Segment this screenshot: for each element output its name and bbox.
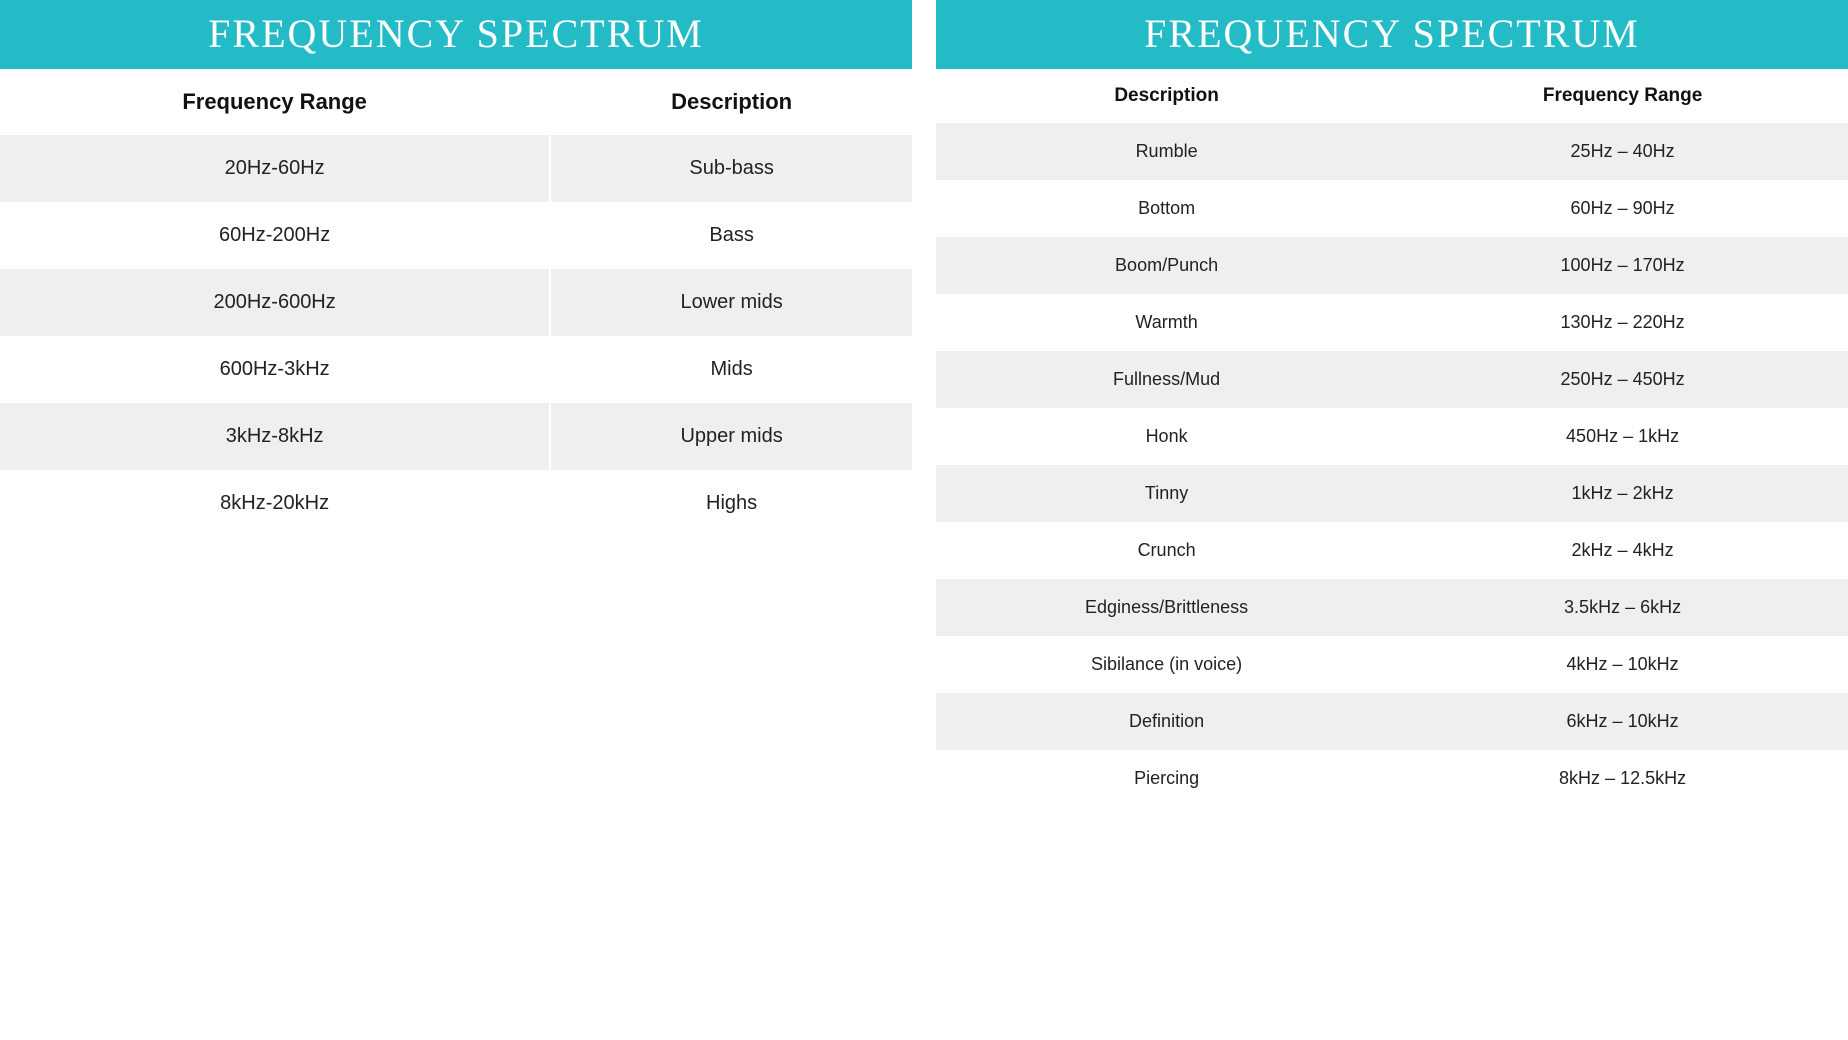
table-cell: 6kHz – 10kHz bbox=[1397, 693, 1848, 750]
table-cell: 3.5kHz – 6kHz bbox=[1397, 579, 1848, 636]
table-cell: 25Hz – 40Hz bbox=[1397, 123, 1848, 180]
table-row: Definition6kHz – 10kHz bbox=[936, 693, 1848, 750]
table-cell: Upper mids bbox=[550, 403, 912, 470]
table-header-row: Description Frequency Range bbox=[936, 69, 1848, 123]
table-row: Crunch2kHz – 4kHz bbox=[936, 522, 1848, 579]
table-row: Sibilance (in voice)4kHz – 10kHz bbox=[936, 636, 1848, 693]
left-tbody: 20Hz-60HzSub-bass60Hz-200HzBass200Hz-600… bbox=[0, 135, 912, 537]
table-cell: Definition bbox=[936, 693, 1397, 750]
table-cell: Boom/Punch bbox=[936, 237, 1397, 294]
table-cell: Honk bbox=[936, 408, 1397, 465]
table-cell: Piercing bbox=[936, 750, 1397, 807]
table-cell: Highs bbox=[550, 470, 912, 537]
right-tbody: Rumble25Hz – 40HzBottom60Hz – 90HzBoom/P… bbox=[936, 123, 1848, 807]
table-cell: Edginess/Brittleness bbox=[936, 579, 1397, 636]
table-row: 8kHz-20kHzHighs bbox=[0, 470, 912, 537]
table-cell: 8kHz-20kHz bbox=[0, 470, 550, 537]
table-row: 60Hz-200HzBass bbox=[0, 202, 912, 269]
col-header: Description bbox=[550, 69, 912, 135]
table-row: Piercing8kHz – 12.5kHz bbox=[936, 750, 1848, 807]
table-cell: 200Hz-600Hz bbox=[0, 269, 550, 336]
table-cell: 2kHz – 4kHz bbox=[1397, 522, 1848, 579]
table-cell: 100Hz – 170Hz bbox=[1397, 237, 1848, 294]
table-cell: 450Hz – 1kHz bbox=[1397, 408, 1848, 465]
table-cell: 8kHz – 12.5kHz bbox=[1397, 750, 1848, 807]
table-row: Tinny1kHz – 2kHz bbox=[936, 465, 1848, 522]
col-header: Frequency Range bbox=[0, 69, 550, 135]
table-header-row: Frequency Range Description bbox=[0, 69, 912, 135]
table-row: Bottom60Hz – 90Hz bbox=[936, 180, 1848, 237]
col-header: Frequency Range bbox=[1397, 69, 1848, 123]
table-cell: Fullness/Mud bbox=[936, 351, 1397, 408]
table-cell: Sibilance (in voice) bbox=[936, 636, 1397, 693]
table-cell: 130Hz – 220Hz bbox=[1397, 294, 1848, 351]
table-cell: 600Hz-3kHz bbox=[0, 336, 550, 403]
table-cell: Rumble bbox=[936, 123, 1397, 180]
right-title: FREQUENCY SPECTRUM bbox=[936, 0, 1848, 69]
table-row: Honk450Hz – 1kHz bbox=[936, 408, 1848, 465]
table-cell: 4kHz – 10kHz bbox=[1397, 636, 1848, 693]
left-panel: FREQUENCY SPECTRUM Frequency Range Descr… bbox=[0, 0, 912, 1040]
table-cell: 250Hz – 450Hz bbox=[1397, 351, 1848, 408]
table-cell: Tinny bbox=[936, 465, 1397, 522]
table-row: Rumble25Hz – 40Hz bbox=[936, 123, 1848, 180]
table-cell: Bottom bbox=[936, 180, 1397, 237]
left-title: FREQUENCY SPECTRUM bbox=[0, 0, 912, 69]
left-table: Frequency Range Description 20Hz-60HzSub… bbox=[0, 69, 912, 537]
table-row: Edginess/Brittleness3.5kHz – 6kHz bbox=[936, 579, 1848, 636]
table-cell: Sub-bass bbox=[550, 135, 912, 202]
table-row: Warmth130Hz – 220Hz bbox=[936, 294, 1848, 351]
table-cell: Lower mids bbox=[550, 269, 912, 336]
table-cell: 1kHz – 2kHz bbox=[1397, 465, 1848, 522]
table-row: Boom/Punch100Hz – 170Hz bbox=[936, 237, 1848, 294]
table-row: Fullness/Mud250Hz – 450Hz bbox=[936, 351, 1848, 408]
table-cell: 20Hz-60Hz bbox=[0, 135, 550, 202]
table-row: 600Hz-3kHzMids bbox=[0, 336, 912, 403]
right-table: Description Frequency Range Rumble25Hz –… bbox=[936, 69, 1848, 807]
table-cell: 60Hz-200Hz bbox=[0, 202, 550, 269]
table-cell: Warmth bbox=[936, 294, 1397, 351]
table-cell: 3kHz-8kHz bbox=[0, 403, 550, 470]
table-row: 200Hz-600HzLower mids bbox=[0, 269, 912, 336]
table-cell: Mids bbox=[550, 336, 912, 403]
col-header: Description bbox=[936, 69, 1397, 123]
table-row: 3kHz-8kHzUpper mids bbox=[0, 403, 912, 470]
table-cell: 60Hz – 90Hz bbox=[1397, 180, 1848, 237]
table-row: 20Hz-60HzSub-bass bbox=[0, 135, 912, 202]
right-panel: FREQUENCY SPECTRUM Description Frequency… bbox=[936, 0, 1848, 1040]
table-cell: Bass bbox=[550, 202, 912, 269]
table-cell: Crunch bbox=[936, 522, 1397, 579]
